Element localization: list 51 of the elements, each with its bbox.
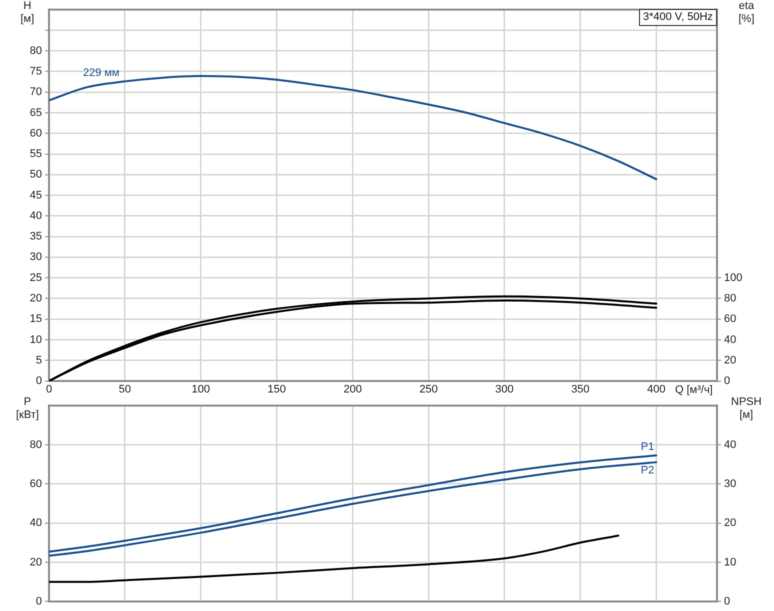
x-tick-label: 300	[495, 384, 514, 396]
y-axis-title: P [кВт]	[16, 396, 39, 422]
y2-tick-label: 20	[724, 354, 736, 366]
y2-tick-label: 30	[724, 478, 736, 490]
y2-tick-label: 40	[724, 334, 736, 346]
y2-axis-title: eta [%]	[738, 0, 754, 26]
y-tick-label: 15	[30, 313, 42, 326]
y2-tick-label: 60	[724, 313, 736, 326]
x-tick-label: 150	[268, 384, 286, 396]
y-tick-label: 80	[30, 438, 42, 451]
y-tick-label: 10	[30, 334, 42, 346]
y-tick-label: 40	[30, 210, 42, 222]
y2-tick-label: 40	[724, 438, 736, 451]
y-tick-label: 35	[30, 230, 42, 243]
y-tick-label: 25	[30, 272, 42, 284]
y-tick-label: 5	[36, 354, 42, 366]
y-tick-label: 30	[30, 251, 42, 264]
y-axis-title: H [м]	[20, 0, 34, 26]
series-label: P1	[640, 440, 654, 453]
series-label: P2	[640, 464, 654, 477]
y-tick-label: 75	[30, 66, 42, 78]
x-tick-label: 400	[647, 384, 666, 396]
y-tick-label: 60	[30, 127, 42, 140]
y-tick-label: 20	[30, 556, 42, 568]
y-tick-label: 0	[36, 595, 42, 608]
y-tick-label: 80	[30, 44, 42, 57]
y2-tick-label: 80	[724, 292, 736, 304]
y-tick-label: 70	[30, 86, 42, 98]
x-tick-label: 0	[46, 384, 52, 396]
x-axis-title: Q [м³/ч]	[675, 384, 713, 397]
y2-tick-label: 0	[724, 595, 730, 608]
y-tick-label: 45	[30, 189, 42, 202]
y2-tick-label: 100	[724, 272, 742, 284]
y2-tick-label: 0	[724, 375, 730, 388]
chart-title: 3*400 V, 50Hz	[639, 8, 717, 26]
y2-axis-title: NPSH [м]	[731, 396, 762, 422]
y-tick-label: 60	[30, 478, 42, 490]
y-tick-label: 40	[30, 517, 42, 530]
y-tick-label: 55	[30, 148, 42, 160]
y2-tick-label: 20	[724, 517, 736, 530]
y-tick-label: 50	[30, 168, 42, 181]
x-tick-label: 50	[118, 384, 132, 396]
y2-tick-label: 10	[724, 556, 736, 568]
y-tick-label: 20	[30, 292, 42, 304]
x-tick-label: 250	[419, 384, 438, 396]
x-tick-label: 200	[343, 384, 362, 396]
x-tick-label: 350	[571, 384, 590, 396]
y-tick-label: 0	[36, 375, 42, 388]
y-tick-label: 65	[30, 106, 42, 119]
series-label: 229 мм	[82, 66, 120, 79]
x-tick-label: 100	[192, 384, 210, 396]
